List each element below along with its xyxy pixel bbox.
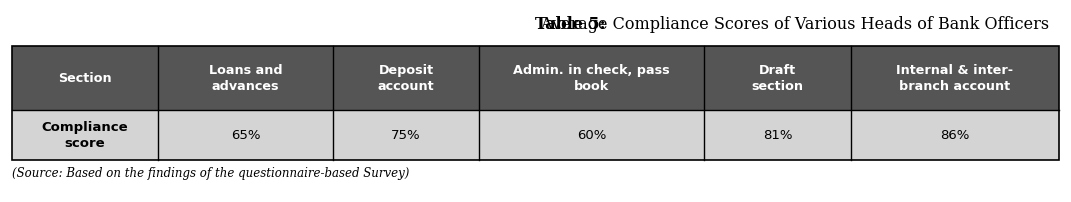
Bar xyxy=(479,47,705,110)
Bar xyxy=(479,110,705,160)
Bar xyxy=(12,110,159,160)
Bar xyxy=(705,110,850,160)
Text: Deposit
account: Deposit account xyxy=(378,64,435,93)
Bar xyxy=(12,47,1059,160)
Bar xyxy=(333,110,479,160)
Text: 60%: 60% xyxy=(577,129,606,142)
Text: Draft
section: Draft section xyxy=(752,64,803,93)
Text: Admin. in check, pass
book: Admin. in check, pass book xyxy=(513,64,670,93)
Bar xyxy=(705,47,850,110)
Text: 65%: 65% xyxy=(231,129,260,142)
Bar xyxy=(12,47,159,110)
Text: Internal & inter-
branch account: Internal & inter- branch account xyxy=(896,64,1013,93)
Bar xyxy=(850,47,1059,110)
Text: 81%: 81% xyxy=(763,129,793,142)
Text: 75%: 75% xyxy=(391,129,421,142)
Text: Loans and
advances: Loans and advances xyxy=(209,64,283,93)
Text: Table 5:: Table 5: xyxy=(536,16,605,33)
Bar xyxy=(850,110,1059,160)
Text: Compliance
score: Compliance score xyxy=(42,121,129,150)
Text: Average Compliance Scores of Various Heads of Bank Officers: Average Compliance Scores of Various Hea… xyxy=(536,16,1050,33)
Text: Section: Section xyxy=(58,72,112,85)
Text: (Source: Based on the findings of the questionnaire-based Survey): (Source: Based on the findings of the qu… xyxy=(12,166,409,179)
Bar xyxy=(333,47,479,110)
Text: 86%: 86% xyxy=(940,129,969,142)
Bar xyxy=(159,47,333,110)
Bar xyxy=(159,110,333,160)
